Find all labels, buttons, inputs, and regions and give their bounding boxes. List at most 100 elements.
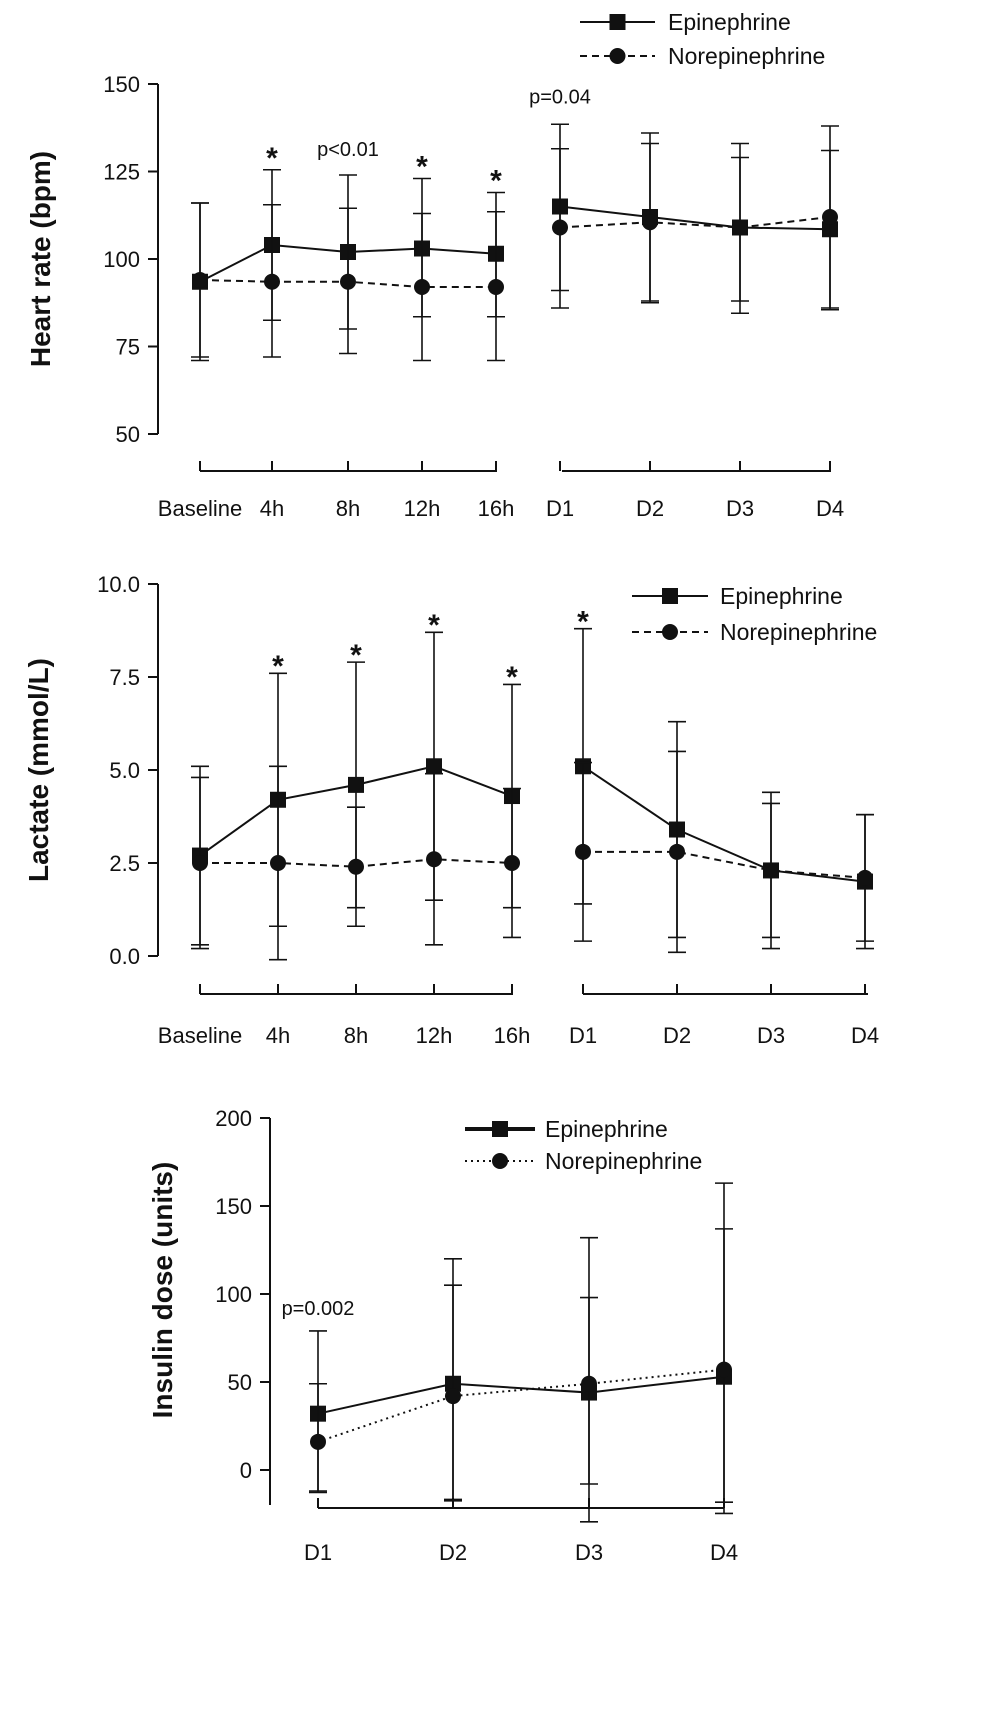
data-point	[414, 279, 430, 295]
legend-marker	[609, 14, 626, 30]
data-point	[348, 776, 364, 793]
legend-label: Norepinephrine	[668, 43, 825, 69]
x-tick-label: D4	[710, 1540, 738, 1565]
legend-marker	[492, 1153, 508, 1169]
legend: Epinephrine Norepinephrine	[632, 583, 877, 645]
chart-panel: 50 75 100 125 150 Heart rate (bpm) Baseline 4h 8…	[25, 9, 844, 521]
data-point	[575, 843, 591, 860]
data-point	[552, 219, 568, 236]
x-tick-label: D3	[575, 1540, 603, 1565]
significance-star: *	[350, 639, 362, 672]
data-point	[763, 862, 779, 879]
y-tick-label: 7.5	[109, 665, 140, 690]
x-tick-label: 12h	[404, 496, 441, 521]
data-point	[716, 1361, 732, 1378]
y-tick-label: 0	[240, 1458, 252, 1483]
x-tick-label: D4	[816, 496, 844, 521]
significance-star: *	[428, 609, 440, 642]
chart-panel: 0 50 100 150 200 Insulin dose (units) D1 D2 D3 D4…	[147, 1106, 738, 1565]
data-point	[348, 858, 364, 875]
significance-star: *	[266, 142, 278, 175]
x-tick-label: 8h	[344, 1023, 368, 1048]
significance-star: *	[577, 605, 589, 638]
data-point	[581, 1375, 597, 1392]
series-line	[317, 1375, 725, 1415]
y-tick-label: 125	[103, 160, 140, 185]
data-point	[445, 1388, 461, 1405]
x-tick-label: 8h	[336, 496, 360, 521]
x-tick-label: 16h	[478, 496, 515, 521]
y-tick-label: 150	[215, 1194, 252, 1219]
legend-label: Epinephrine	[668, 9, 791, 35]
legend-label: Norepinephrine	[720, 619, 877, 645]
legend: Epinephrine Norepinephrine	[580, 9, 825, 69]
y-tick-label: 150	[103, 72, 140, 97]
series-line	[317, 1368, 725, 1443]
series-line	[559, 205, 831, 231]
series-line	[583, 850, 866, 879]
y-tick-label: 5.0	[109, 758, 140, 783]
series-norepinephrine	[191, 202, 505, 362]
data-point	[426, 758, 442, 775]
series-epinephrine	[574, 627, 874, 942]
p-value-annotation: p<0.01	[317, 139, 379, 161]
x-tick-label: D2	[636, 496, 664, 521]
x-tick-label: Baseline	[158, 496, 242, 521]
significance-star: *	[272, 650, 284, 683]
data-point	[270, 855, 286, 871]
significance-star: *	[506, 661, 518, 694]
series-epinephrine	[309, 1182, 733, 1515]
data-point	[642, 214, 658, 231]
x-tick-label: 4h	[260, 496, 284, 521]
data-point	[192, 272, 208, 288]
legend-marker	[609, 48, 626, 64]
x-tick-label: D3	[726, 496, 754, 521]
y-tick-label: 50	[116, 422, 140, 447]
x-tick-label: D4	[851, 1023, 879, 1048]
x-tick-label: D3	[757, 1023, 785, 1048]
x-tick-label: D1	[546, 496, 574, 521]
legend: Epinephrine Norepinephrine	[465, 1116, 702, 1174]
y-tick-label: 2.5	[109, 851, 140, 876]
chart-panel: 0.0 2.5 5.0 7.5 10.0 Lactate (mmol/L) Baseline…	[23, 572, 879, 1048]
series-norepinephrine	[551, 142, 839, 315]
legend-marker	[662, 624, 678, 640]
y-axis-title: Insulin dose (units)	[147, 1162, 178, 1419]
x-tick-label: Baseline	[158, 1023, 242, 1048]
legend-label: Epinephrine	[545, 1116, 668, 1142]
x-tick-label: D2	[663, 1023, 691, 1048]
y-axis-title: Lactate (mmol/L)	[23, 658, 54, 882]
y-tick-label: 100	[215, 1282, 252, 1307]
y-tick-label: 200	[215, 1106, 252, 1131]
x-tick-label: D1	[569, 1023, 597, 1048]
series-line	[582, 765, 866, 883]
x-tick-label: 12h	[416, 1023, 453, 1048]
data-point	[857, 869, 873, 886]
data-point	[310, 1433, 326, 1450]
series-norepinephrine	[574, 750, 874, 954]
data-point	[340, 273, 356, 290]
series-line	[559, 216, 831, 229]
legend-label: Epinephrine	[720, 583, 843, 609]
data-point	[488, 279, 504, 295]
x-tick-label: D2	[439, 1540, 467, 1565]
p-value-annotation: p=0.04	[529, 86, 591, 108]
legend-marker	[662, 588, 678, 604]
x-tick-label: 16h	[494, 1023, 531, 1048]
data-point	[264, 273, 280, 290]
legend-label: Norepinephrine	[545, 1148, 702, 1174]
data-point	[426, 851, 442, 868]
series-norepinephrine	[309, 1228, 733, 1523]
y-axis-title: Heart rate (bpm)	[25, 151, 56, 367]
y-tick-label: 10.0	[97, 572, 140, 597]
x-tick-label: 4h	[266, 1023, 290, 1048]
y-tick-label: 0.0	[109, 944, 140, 969]
y-tick-label: 50	[228, 1370, 252, 1395]
significance-star: *	[416, 151, 428, 184]
p-value-annotation: p=0.002	[282, 1298, 355, 1320]
series-norepinephrine	[191, 765, 521, 961]
data-point	[192, 855, 208, 871]
legend-marker	[492, 1121, 508, 1137]
significance-star: *	[490, 165, 502, 198]
